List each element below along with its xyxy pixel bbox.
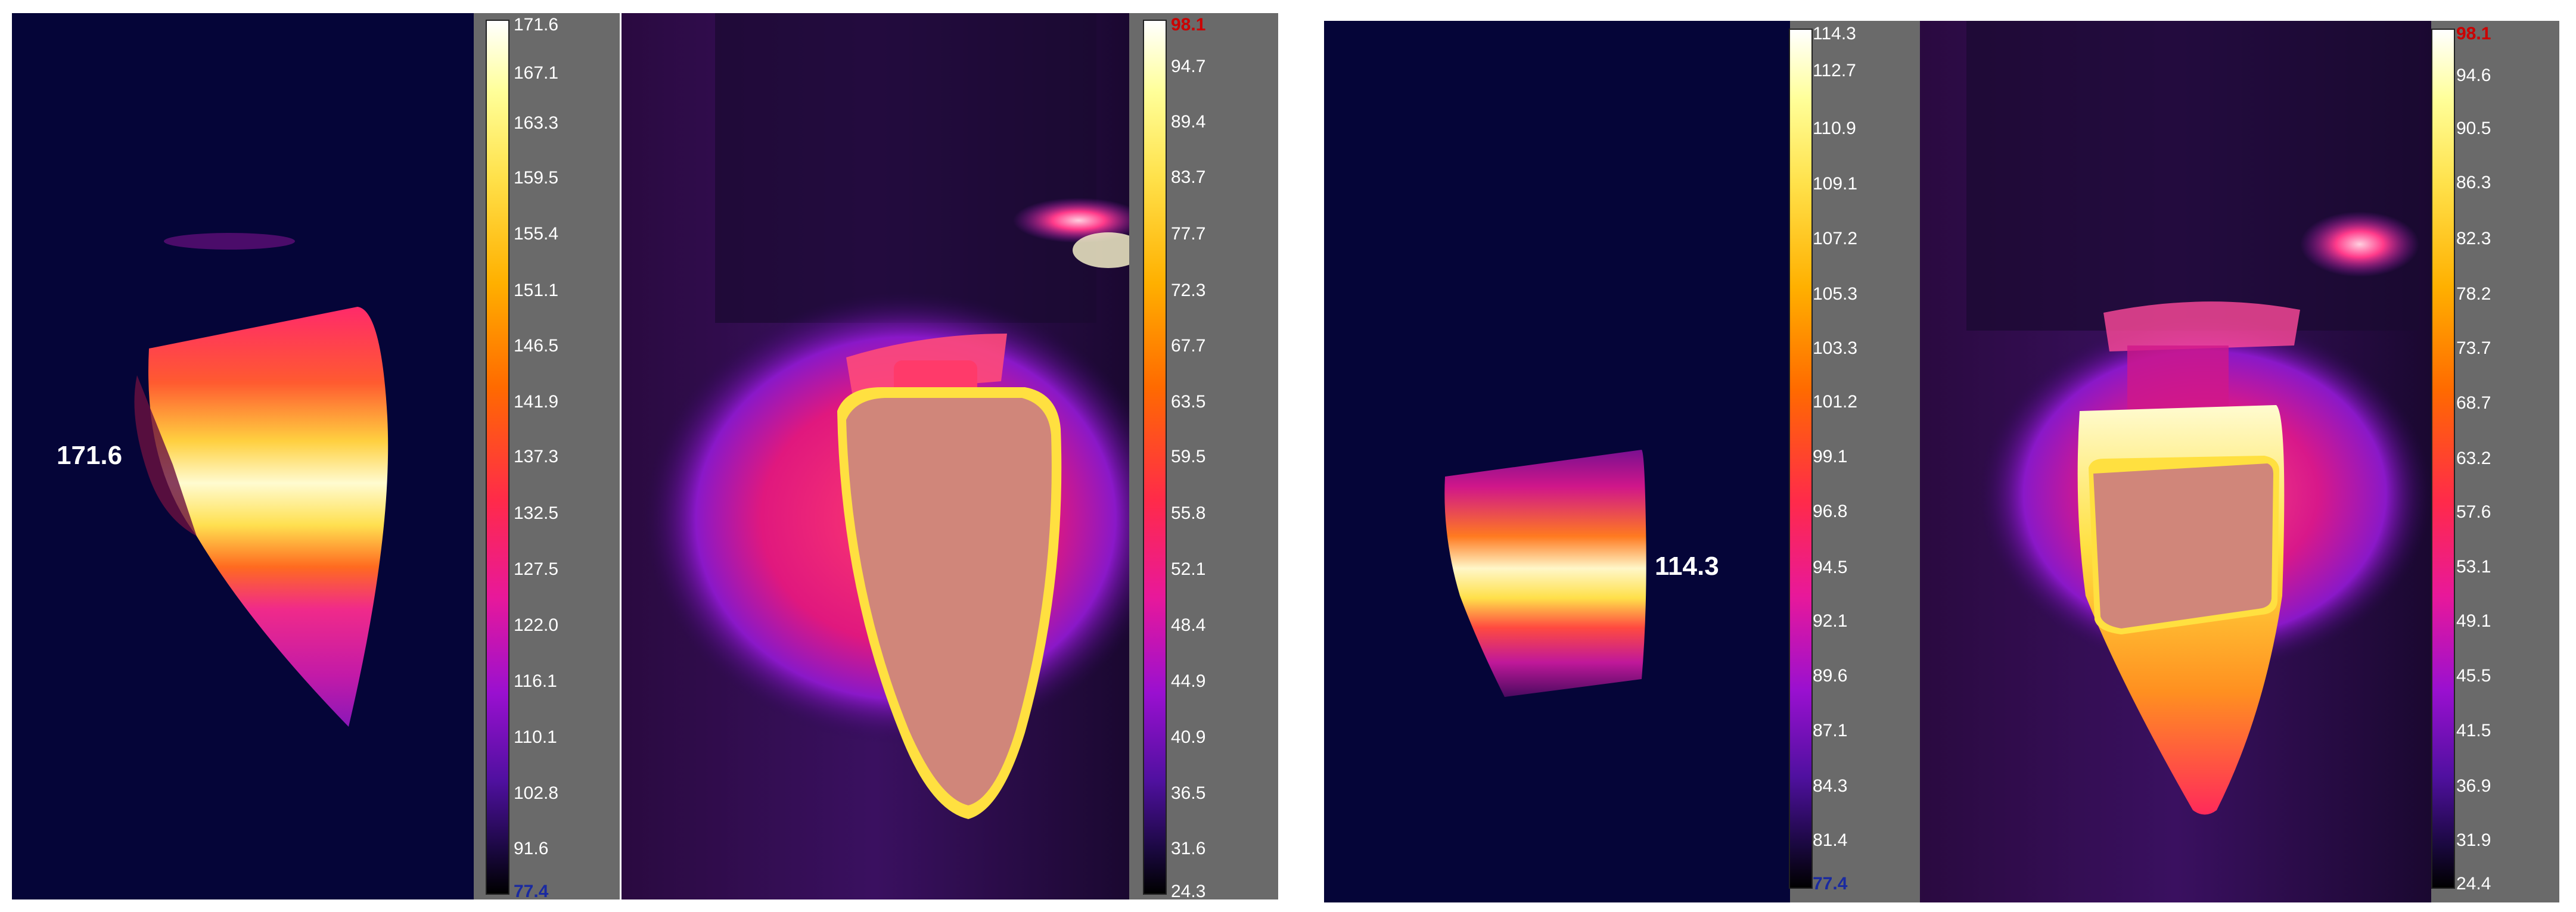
scale-c-tick: 103.3 <box>1813 338 1858 358</box>
scale-b-tick: 40.9 <box>1171 727 1206 747</box>
scale-d-tick: 73.7 <box>2456 338 2491 358</box>
scale-a-min: 77.4 <box>514 882 549 901</box>
scale-c-tick: 94.5 <box>1813 558 1848 577</box>
color-scale-bar-d <box>2431 29 2455 889</box>
scale-d-tick: 41.5 <box>2456 721 2491 740</box>
scale-d-tick: 86.3 <box>2456 173 2491 192</box>
color-scale-bar-c <box>1789 29 1813 889</box>
max-temp-label-c: 114.3 <box>1655 552 1719 581</box>
scale-b-tick: 94.7 <box>1171 57 1206 76</box>
scale-b-tick: 48.4 <box>1171 615 1206 635</box>
scale-a-tick: 122.0 <box>514 615 559 635</box>
scale-c-tick: 114.3 <box>1813 24 1856 43</box>
scale-b-tick: 77.7 <box>1171 224 1206 244</box>
scale-b-tick: 52.1 <box>1171 559 1206 579</box>
scale-a-tick: 155.4 <box>514 224 559 244</box>
scale-d-max: 98.1 <box>2456 24 2491 43</box>
scale-a-tick: 137.3 <box>514 447 559 466</box>
scale-a-tick: 171.6 <box>514 15 559 35</box>
scale-a-tick: 110.1 <box>514 727 557 747</box>
scale-d-tick: 49.1 <box>2456 611 2491 631</box>
scale-a-tick: 163.3 <box>514 113 559 133</box>
scale-d-tick: 36.9 <box>2456 776 2491 796</box>
scale-b-tick: 72.3 <box>1171 281 1206 300</box>
scale-c-tick: 110.9 <box>1813 119 1856 138</box>
scale-c-tick: 84.3 <box>1813 776 1848 796</box>
scale-d-tick: 82.3 <box>2456 229 2491 248</box>
scale-c-tick: 107.2 <box>1813 229 1858 248</box>
scale-c-tick: 81.4 <box>1813 830 1848 850</box>
scale-c-tick: 96.8 <box>1813 502 1848 521</box>
scale-d-tick: 63.2 <box>2456 449 2491 468</box>
scale-c-tick: 87.1 <box>1813 721 1848 740</box>
scale-a-tick: 167.1 <box>514 63 559 83</box>
scale-d-tick: 68.7 <box>2456 393 2491 413</box>
scale-b-tick: 31.6 <box>1171 839 1206 858</box>
color-scale-bar-b <box>1143 20 1167 895</box>
scale-c-min: 77.4 <box>1813 874 1848 894</box>
scale-a-tick: 102.8 <box>514 783 559 803</box>
scale-c-tick: 112.7 <box>1813 61 1856 80</box>
scale-d-tick: 53.1 <box>2456 557 2491 577</box>
scale-d-tick: 24.4 <box>2456 874 2491 894</box>
scale-c-tick: 99.1 <box>1813 447 1848 466</box>
scale-b-tick: 59.5 <box>1171 447 1206 466</box>
scale-c-tick: 105.3 <box>1813 284 1858 304</box>
scale-d-tick: 57.6 <box>2456 502 2491 522</box>
scale-a-tick: 146.5 <box>514 336 559 356</box>
scale-a-tick: 116.1 <box>514 671 557 691</box>
scale-b-tick: 36.5 <box>1171 783 1206 803</box>
scale-b-tick: 89.4 <box>1171 112 1206 132</box>
scale-a-tick: 127.5 <box>514 559 559 579</box>
scale-c-tick: 89.6 <box>1813 666 1848 686</box>
scale-c-tick: 92.1 <box>1813 611 1848 631</box>
scale-b-tick: 63.5 <box>1171 392 1206 412</box>
scale-d-tick: 90.5 <box>2456 119 2491 138</box>
scale-d-tick: 94.6 <box>2456 66 2491 85</box>
scale-b-tick: 83.7 <box>1171 167 1206 187</box>
scale-d-tick: 78.2 <box>2456 284 2491 304</box>
color-scale-bar-a <box>486 20 509 895</box>
scale-a-tick: 91.6 <box>514 839 549 858</box>
scale-b-tick: 24.3 <box>1171 882 1206 901</box>
scale-b-tick: 44.9 <box>1171 671 1206 691</box>
scale-b-tick: 55.8 <box>1171 503 1206 523</box>
scale-d-tick: 31.9 <box>2456 830 2491 850</box>
max-temp-label-a: 171.6 <box>57 441 123 470</box>
scale-a-tick: 132.5 <box>514 503 559 523</box>
scale-c-tick: 109.1 <box>1813 174 1858 194</box>
scale-b-tick: 67.7 <box>1171 336 1206 356</box>
scale-d-tick: 45.5 <box>2456 666 2491 686</box>
scale-b-max: 98.1 <box>1171 15 1206 35</box>
scale-a-tick: 151.1 <box>514 281 559 300</box>
scale-a-tick: 141.9 <box>514 392 559 412</box>
scale-c-tick: 101.2 <box>1813 392 1858 412</box>
scale-a-tick: 159.5 <box>514 168 559 188</box>
